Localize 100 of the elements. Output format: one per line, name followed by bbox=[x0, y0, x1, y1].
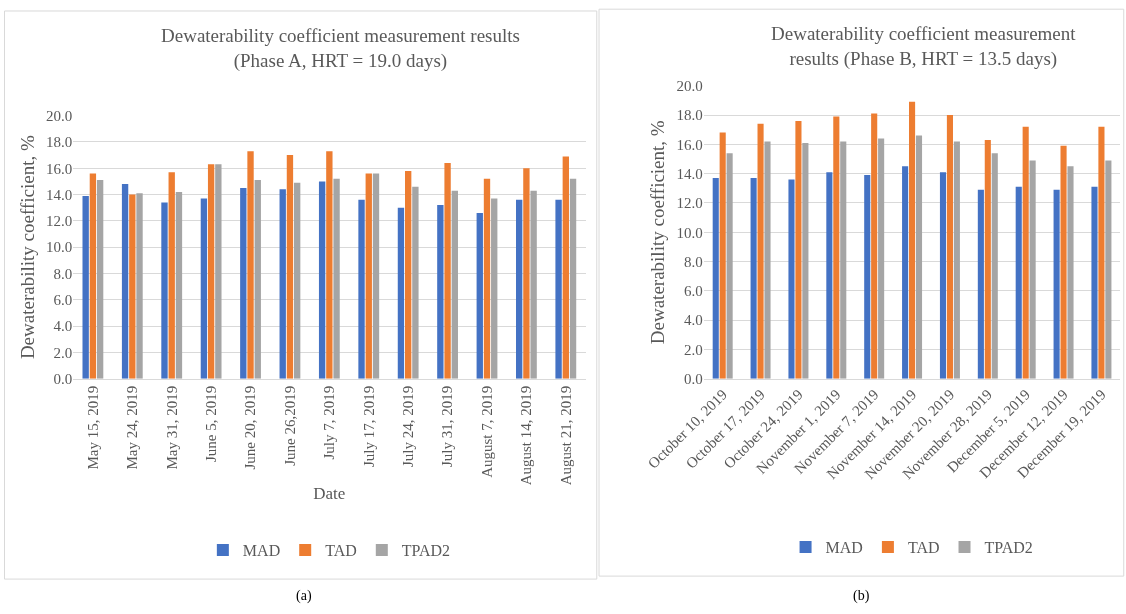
bar bbox=[397, 207, 405, 379]
bar bbox=[412, 186, 419, 379]
bar bbox=[444, 163, 451, 379]
chart-title: Dewaterability coefficient measurement bbox=[771, 23, 1077, 44]
x-tick-label: August 14, 2019 bbox=[518, 385, 535, 486]
bar bbox=[476, 212, 483, 379]
y-tick-label: 2.0 bbox=[684, 341, 703, 358]
bar bbox=[946, 115, 953, 379]
bar bbox=[82, 195, 89, 379]
bar bbox=[326, 151, 333, 379]
x-tick-label: May 31, 2019 bbox=[163, 385, 180, 470]
bar bbox=[878, 138, 885, 379]
bar bbox=[833, 116, 840, 379]
bar bbox=[1060, 145, 1067, 379]
bar bbox=[96, 180, 104, 379]
bar bbox=[902, 166, 909, 379]
bar bbox=[254, 180, 261, 379]
bar bbox=[750, 178, 757, 379]
y-tick-label: 20.0 bbox=[676, 77, 703, 94]
bar bbox=[909, 101, 916, 379]
bar bbox=[788, 179, 795, 379]
y-tick-label: 10.0 bbox=[676, 224, 703, 241]
bar bbox=[1022, 126, 1029, 379]
legend-label: TAD bbox=[325, 542, 357, 560]
x-tick-label: July 17, 2019 bbox=[360, 385, 377, 468]
bar bbox=[1029, 160, 1036, 379]
bar bbox=[516, 199, 523, 379]
y-tick-label: 6.0 bbox=[53, 292, 73, 309]
bar bbox=[991, 153, 998, 379]
y-tick-label: 10.0 bbox=[45, 239, 73, 256]
bar bbox=[523, 168, 530, 379]
y-tick-label: 16.0 bbox=[45, 160, 73, 177]
y-tick-label: 12.0 bbox=[45, 213, 73, 230]
x-tick-label: August 7, 2019 bbox=[478, 385, 495, 478]
x-tick-label: July 7, 2019 bbox=[321, 385, 338, 460]
bar bbox=[939, 172, 947, 379]
bar bbox=[451, 190, 458, 379]
bar bbox=[175, 191, 183, 379]
y-tick-label: 0.0 bbox=[684, 371, 703, 388]
bar bbox=[358, 199, 365, 379]
y-tick-label: 18.0 bbox=[45, 134, 73, 151]
bar bbox=[365, 173, 372, 379]
chart-title: Dewaterability coefficient measurement results bbox=[161, 25, 520, 46]
bar bbox=[555, 199, 562, 379]
x-tick-label: May 15, 2019 bbox=[84, 385, 101, 470]
legend-label: TAD bbox=[907, 539, 940, 557]
bar bbox=[286, 155, 294, 379]
y-tick-label: 14.0 bbox=[676, 165, 703, 182]
chart-subtitle: (Phase A, HRT = 19.0 days) bbox=[233, 49, 448, 72]
bar bbox=[1105, 160, 1112, 379]
bar bbox=[871, 113, 878, 379]
bar bbox=[1091, 186, 1098, 379]
bar bbox=[757, 123, 764, 379]
bar bbox=[240, 188, 247, 379]
x-tick-label: June 26,2019 bbox=[281, 385, 298, 466]
legend-label: TPAD2 bbox=[401, 542, 451, 560]
y-tick-label: 4.0 bbox=[684, 312, 703, 329]
bar bbox=[215, 164, 222, 379]
bar bbox=[318, 181, 326, 379]
y-tick-label: 18.0 bbox=[676, 107, 703, 124]
bar bbox=[915, 135, 923, 379]
bar bbox=[207, 164, 215, 379]
bar bbox=[977, 189, 984, 379]
bar bbox=[795, 120, 802, 379]
bar bbox=[405, 170, 412, 379]
bar bbox=[200, 198, 208, 379]
bar bbox=[1098, 126, 1105, 379]
bar bbox=[953, 141, 960, 379]
x-axis-title: Date bbox=[313, 483, 346, 503]
bar bbox=[279, 189, 286, 379]
bar bbox=[802, 142, 809, 379]
x-tick-label: June 20, 2019 bbox=[242, 385, 259, 470]
bar bbox=[372, 173, 380, 379]
y-tick-label: 8.0 bbox=[53, 265, 73, 282]
bar bbox=[712, 178, 719, 379]
bar bbox=[333, 178, 340, 379]
bar bbox=[984, 139, 991, 379]
bar bbox=[764, 141, 771, 379]
y-tick-label: 14.0 bbox=[45, 186, 73, 203]
bar bbox=[569, 178, 577, 379]
y-tick-label: 16.0 bbox=[676, 136, 703, 153]
bar bbox=[483, 178, 491, 379]
x-tick-label: August 21, 2019 bbox=[557, 385, 574, 486]
x-tick-label: July 31, 2019 bbox=[439, 385, 456, 468]
x-tick-label: July 24, 2019 bbox=[400, 385, 417, 468]
bar bbox=[1053, 189, 1060, 379]
y-axis-title: Dewaterability coefficient, % bbox=[647, 120, 669, 345]
y-tick-label: 8.0 bbox=[684, 253, 703, 270]
bar bbox=[864, 175, 871, 379]
bar bbox=[293, 182, 301, 379]
bar bbox=[168, 172, 175, 379]
bar bbox=[726, 153, 733, 379]
legend-label: MAD bbox=[825, 539, 863, 557]
y-tick-label: 12.0 bbox=[676, 195, 703, 212]
bar bbox=[437, 205, 444, 379]
x-tick-label: May 24, 2019 bbox=[124, 385, 141, 470]
bar bbox=[89, 173, 97, 379]
bar bbox=[826, 172, 833, 379]
bar bbox=[530, 190, 537, 379]
bar bbox=[129, 194, 136, 379]
